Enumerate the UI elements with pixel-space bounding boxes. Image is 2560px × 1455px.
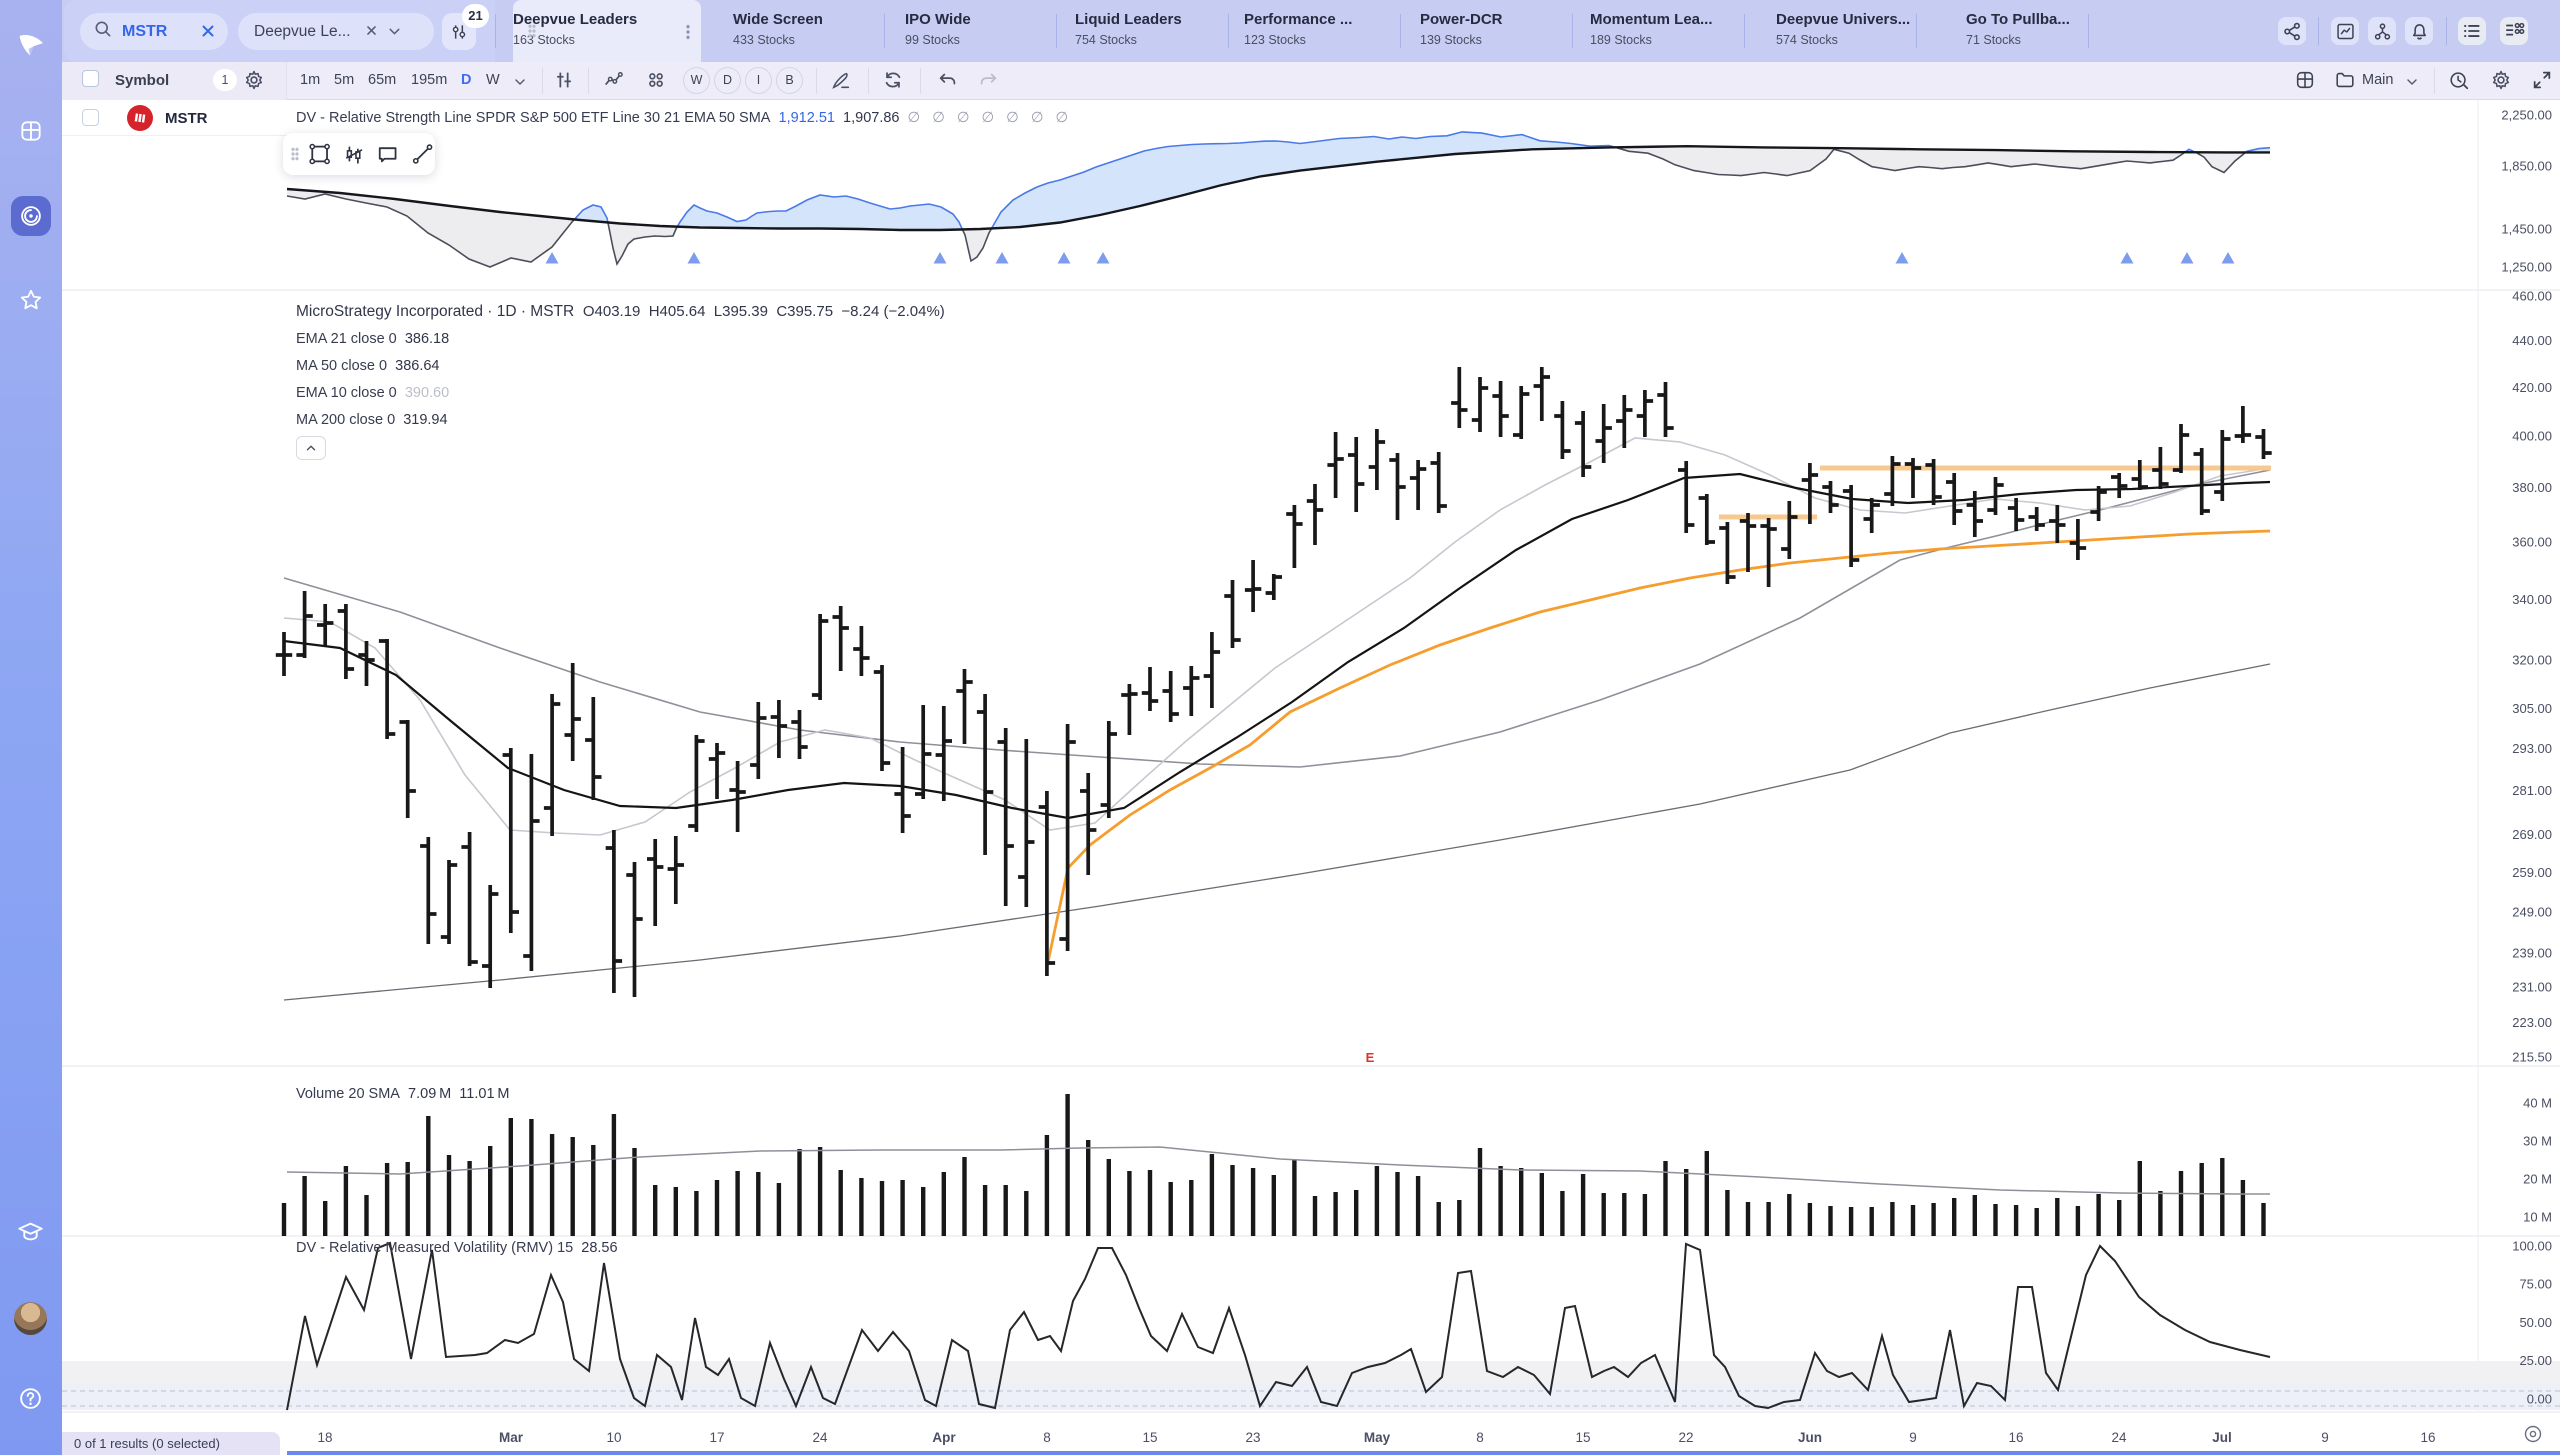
svg-text:E: E [1366, 1050, 1375, 1065]
svg-text:320.00: 320.00 [2512, 653, 2552, 668]
svg-text:24: 24 [2111, 1430, 2127, 1445]
svg-text:17: 17 [709, 1430, 724, 1445]
svg-text:215.50: 215.50 [2512, 1049, 2552, 1064]
svg-text:239.00: 239.00 [2512, 945, 2552, 960]
svg-text:10: 10 [606, 1430, 621, 1445]
svg-text:420.00: 420.00 [2512, 380, 2552, 395]
svg-text:269.00: 269.00 [2512, 827, 2552, 842]
svg-text:50.00: 50.00 [2519, 1315, 2552, 1330]
svg-text:231.00: 231.00 [2512, 980, 2552, 995]
svg-text:8: 8 [1043, 1430, 1051, 1445]
svg-text:16: 16 [2420, 1430, 2435, 1445]
svg-text:15: 15 [1575, 1430, 1590, 1445]
svg-text:9: 9 [2321, 1430, 2329, 1445]
svg-text:2,250.00: 2,250.00 [2501, 108, 2552, 123]
svg-text:30 M: 30 M [2523, 1134, 2552, 1149]
svg-text:380.00: 380.00 [2512, 480, 2552, 495]
svg-text:259.00: 259.00 [2512, 865, 2552, 880]
svg-text:1,450.00: 1,450.00 [2501, 222, 2552, 237]
svg-text:440.00: 440.00 [2512, 333, 2552, 348]
svg-text:249.00: 249.00 [2512, 904, 2552, 919]
svg-text:15: 15 [1142, 1430, 1157, 1445]
svg-text:0.00: 0.00 [2527, 1391, 2552, 1406]
svg-text:23: 23 [1245, 1430, 1260, 1445]
svg-text:25.00: 25.00 [2519, 1353, 2552, 1368]
svg-text:16: 16 [2008, 1430, 2023, 1445]
svg-text:May: May [1364, 1430, 1391, 1445]
svg-text:223.00: 223.00 [2512, 1015, 2552, 1030]
svg-text:460.00: 460.00 [2512, 289, 2552, 304]
svg-text:100.00: 100.00 [2512, 1239, 2552, 1254]
svg-text:293.00: 293.00 [2512, 741, 2552, 756]
svg-text:22: 22 [1678, 1430, 1693, 1445]
svg-text:10 M: 10 M [2523, 1210, 2552, 1225]
svg-text:24: 24 [812, 1430, 828, 1445]
svg-text:400.00: 400.00 [2512, 429, 2552, 444]
svg-text:Jun: Jun [1798, 1430, 1822, 1445]
svg-text:20 M: 20 M [2523, 1172, 2552, 1187]
svg-text:75.00: 75.00 [2519, 1277, 2552, 1292]
svg-text:Mar: Mar [499, 1430, 524, 1445]
svg-text:360.00: 360.00 [2512, 534, 2552, 549]
svg-text:281.00: 281.00 [2512, 783, 2552, 798]
svg-text:1,250.00: 1,250.00 [2501, 260, 2552, 275]
svg-text:40 M: 40 M [2523, 1096, 2552, 1111]
svg-text:340.00: 340.00 [2512, 592, 2552, 607]
svg-text:18: 18 [317, 1430, 332, 1445]
svg-text:9: 9 [1909, 1430, 1917, 1445]
svg-text:Jul: Jul [2212, 1430, 2232, 1445]
svg-text:8: 8 [1476, 1430, 1484, 1445]
svg-text:305.00: 305.00 [2512, 701, 2552, 716]
svg-text:1,850.00: 1,850.00 [2501, 159, 2552, 174]
svg-text:Apr: Apr [932, 1430, 956, 1445]
